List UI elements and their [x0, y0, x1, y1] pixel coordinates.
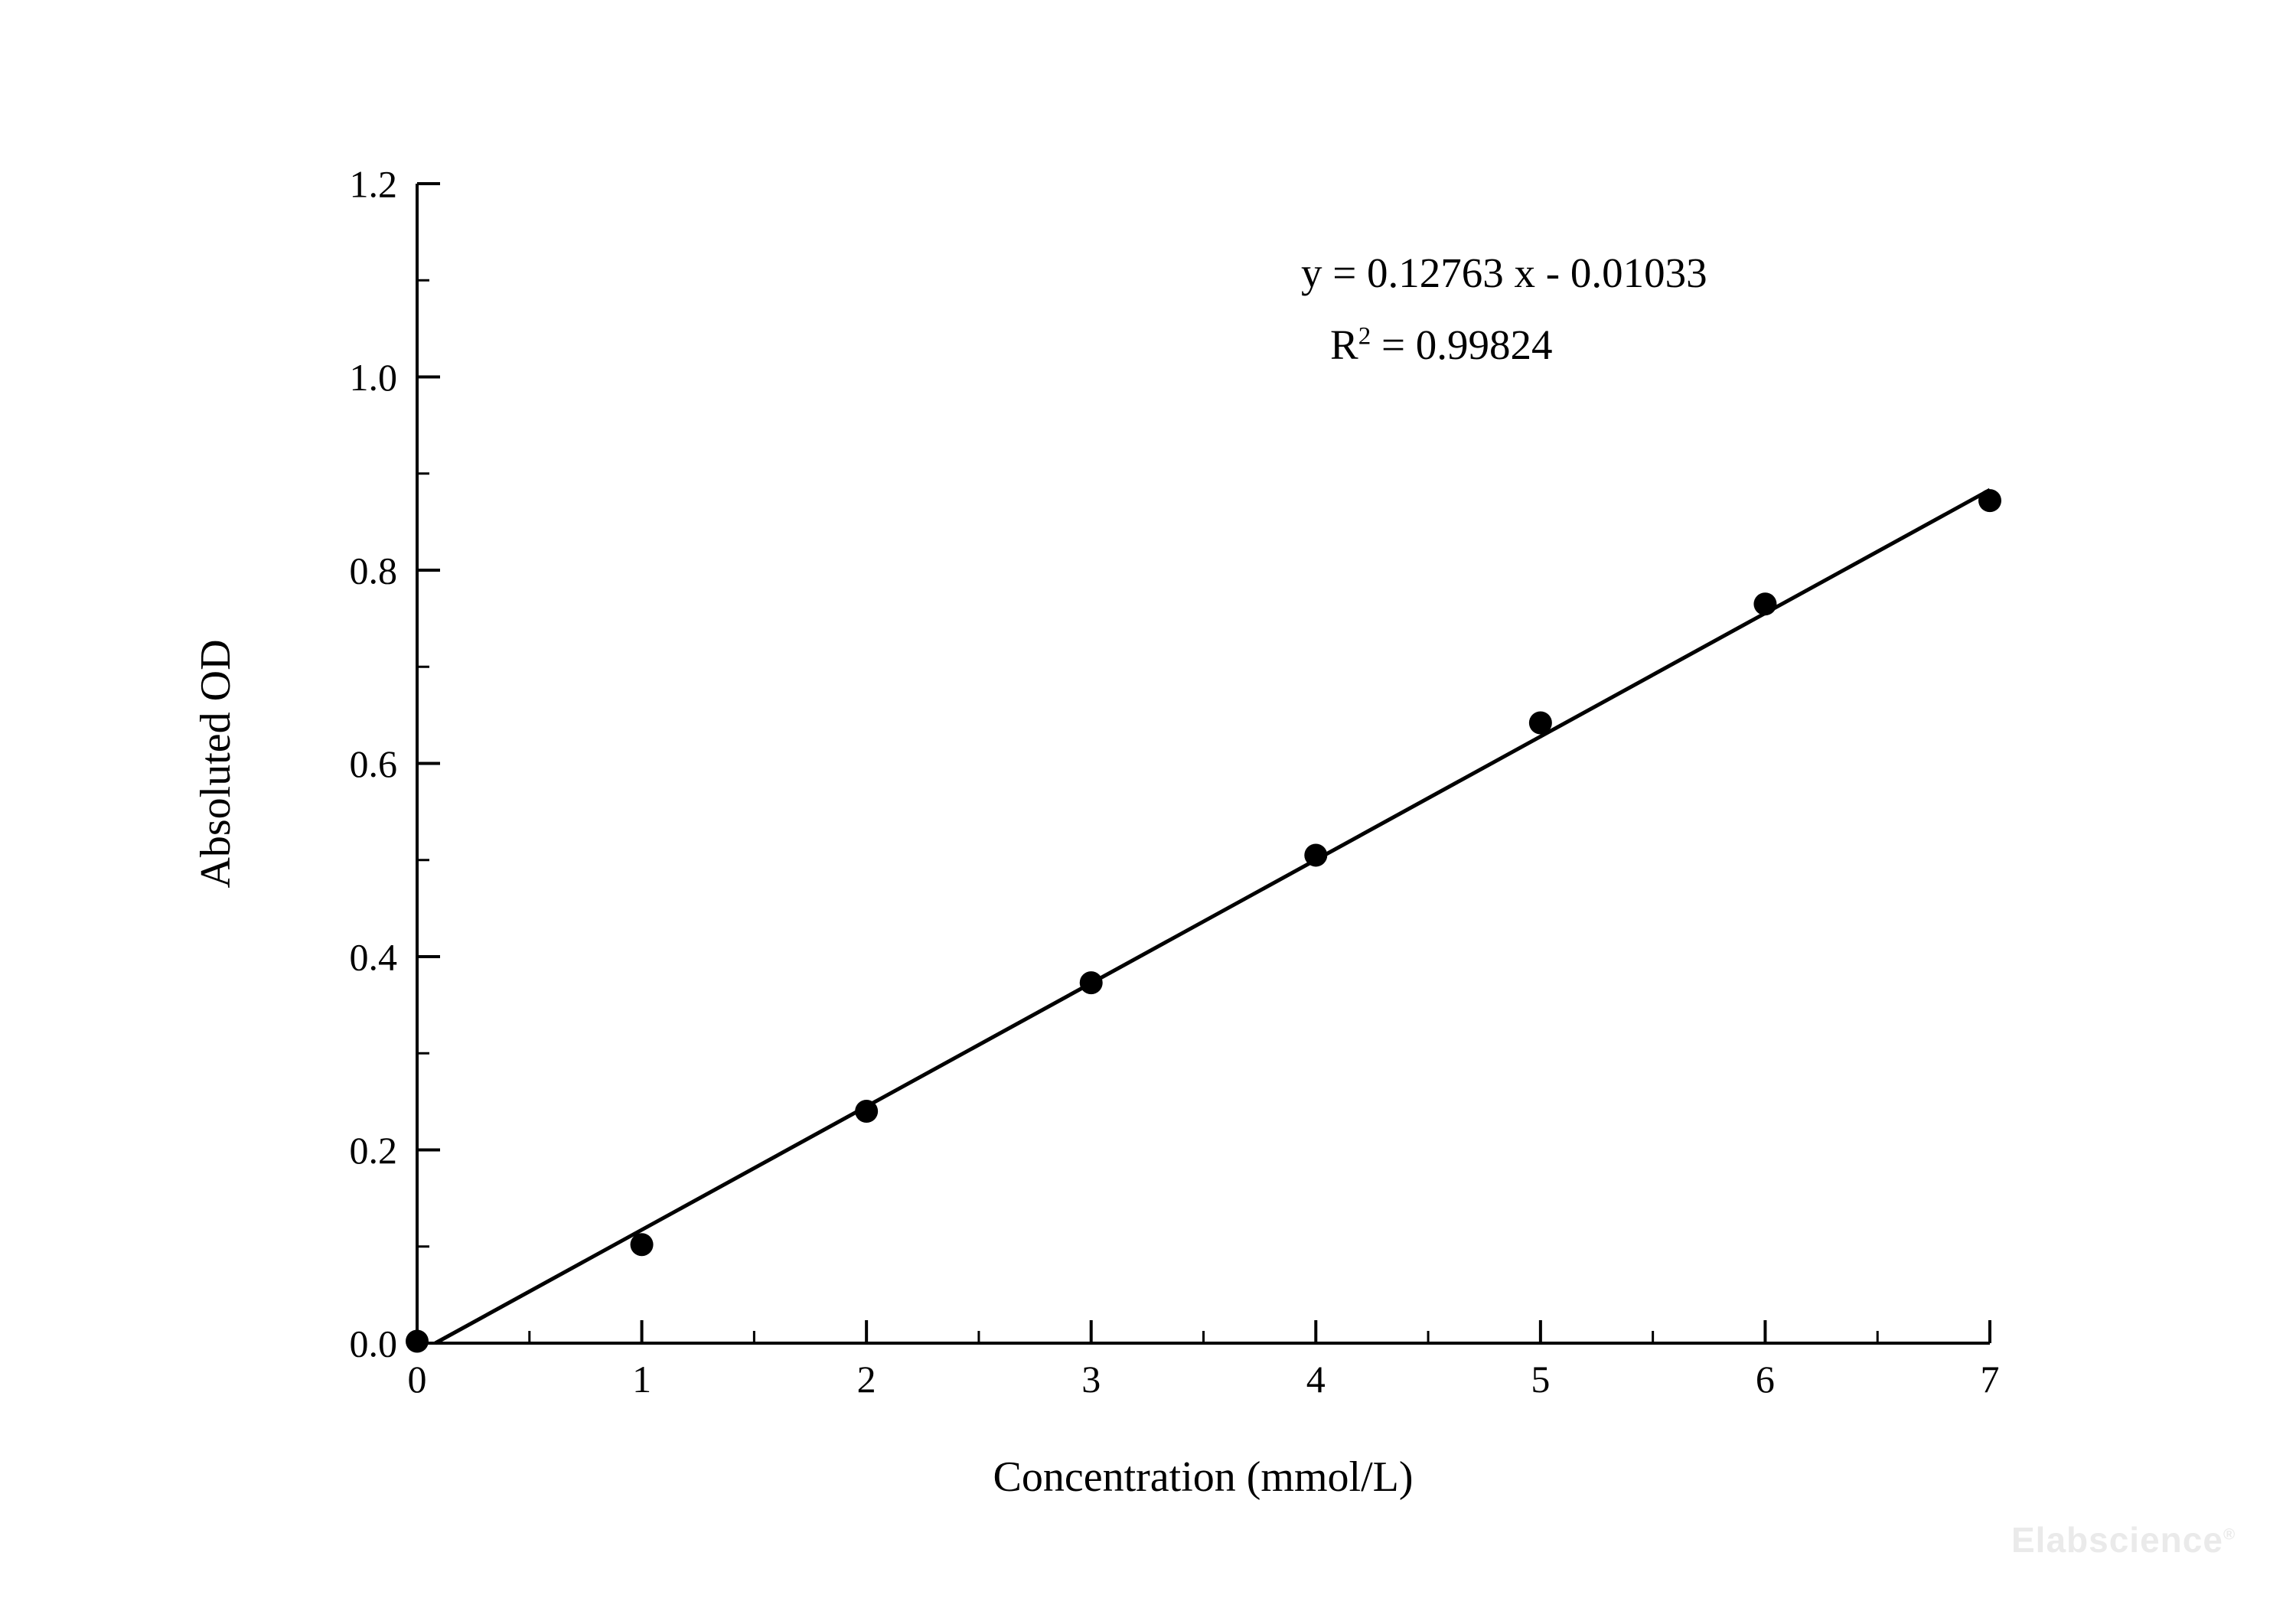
fit-annotation: y = 0.12763 x - 0.01033 R2 = 0.99824 — [1301, 237, 1707, 380]
data-point — [1079, 971, 1103, 995]
watermark: Elabscience® — [2011, 1519, 2236, 1560]
y-tick-label: 1.2 — [350, 163, 398, 206]
y-tick-label: 0.6 — [350, 742, 398, 785]
r-squared-value: R2 = 0.99824 — [1330, 309, 1707, 381]
fit-equation: y = 0.12763 x - 0.01033 — [1301, 249, 1707, 296]
r-squared-rest: = 0.99824 — [1371, 321, 1553, 368]
data-point — [1304, 843, 1328, 867]
r-squared-exponent: 2 — [1358, 322, 1371, 351]
x-tick-label: 0 — [408, 1358, 427, 1401]
y-axis-label: Absoluted OD — [192, 639, 240, 889]
registered-mark-icon: ® — [2223, 1525, 2236, 1544]
data-point — [1528, 711, 1552, 735]
data-point — [630, 1233, 654, 1257]
y-tick-label: 0.8 — [350, 550, 398, 592]
x-tick-label: 5 — [1531, 1358, 1550, 1401]
x-axis-label: Concentration (mmol/L) — [993, 1453, 1414, 1501]
y-tick-label: 0.0 — [350, 1322, 398, 1365]
y-tick-label: 0.4 — [350, 936, 398, 979]
y-tick-label: 1.0 — [350, 356, 398, 399]
data-point — [406, 1329, 429, 1353]
y-tick-label: 0.2 — [350, 1129, 398, 1172]
x-tick-label: 6 — [1756, 1358, 1775, 1401]
x-tick-label: 2 — [857, 1358, 876, 1401]
r-squared-base: R — [1330, 321, 1358, 368]
data-point — [1753, 592, 1777, 616]
watermark-text: Elabscience — [2011, 1520, 2223, 1560]
x-tick-label: 4 — [1306, 1358, 1326, 1401]
fit-line — [434, 488, 1991, 1345]
data-point — [855, 1100, 879, 1123]
x-tick-label: 1 — [632, 1358, 651, 1401]
x-tick-label: 7 — [1981, 1358, 2000, 1401]
data-point — [1978, 489, 2001, 513]
x-tick-label: 3 — [1081, 1358, 1101, 1401]
